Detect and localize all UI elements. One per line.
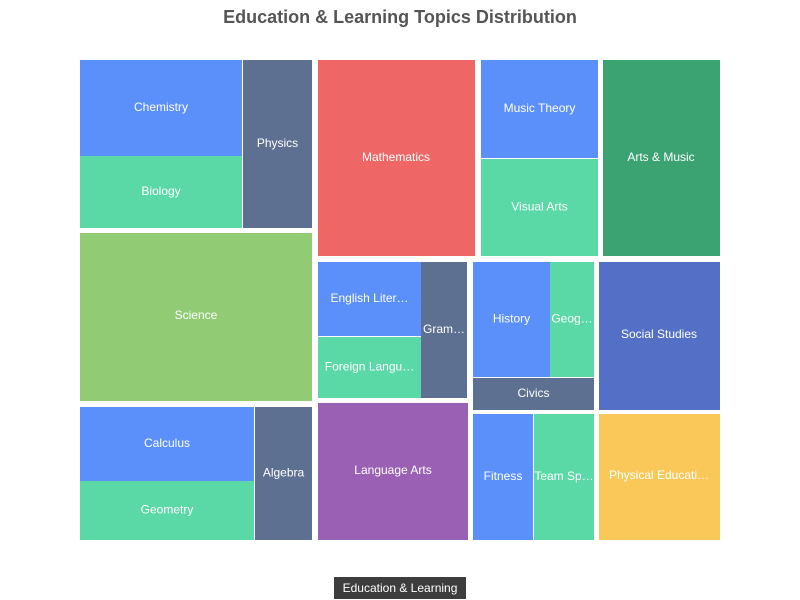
- group-label-physical-education: Physical Educati…: [609, 468, 709, 482]
- treemap-leaf[interactable]: [80, 481, 254, 540]
- treemap-group-mathematics[interactable]: [318, 60, 475, 256]
- treemap-leaf[interactable]: [421, 262, 467, 398]
- treemap-leaf[interactable]: [534, 414, 594, 540]
- chart-title: Education & Learning Topics Distribution: [223, 7, 577, 27]
- treemap-group-physical-education[interactable]: [599, 414, 720, 540]
- leaf-label: Chemistry: [134, 100, 188, 114]
- leaf-label: Foreign Langu…: [325, 360, 414, 374]
- treemap-leaf[interactable]: [255, 407, 312, 540]
- leaf-label: Civics: [518, 386, 550, 400]
- leaf-label: Geometry: [141, 503, 194, 517]
- group-label-science: Science: [175, 308, 218, 322]
- treemap-leaf[interactable]: [473, 414, 533, 540]
- treemap-group-science[interactable]: [80, 233, 312, 401]
- leaf-label: Geog…: [551, 312, 592, 326]
- leaf-label: Biology: [141, 184, 180, 198]
- group-label-language-arts: Language Arts: [354, 463, 431, 477]
- treemap-leaf[interactable]: [473, 378, 594, 410]
- leaf-label: Physics: [257, 136, 298, 150]
- leaf-label: Gram…: [423, 322, 465, 336]
- group-label-social-studies: Social Studies: [621, 327, 697, 341]
- treemap-group-social-studies[interactable]: [599, 262, 720, 410]
- treemap-leaf[interactable]: [473, 262, 550, 377]
- treemap-group-language-arts[interactable]: [318, 403, 468, 540]
- treemap-leaf[interactable]: [318, 262, 421, 336]
- treemap-leaf[interactable]: [80, 407, 254, 481]
- treemap-leaf[interactable]: [481, 60, 598, 158]
- treemap-leaf[interactable]: [550, 262, 594, 377]
- treemap-leaf[interactable]: [243, 60, 312, 228]
- leaf-label: Music Theory: [504, 101, 576, 115]
- group-label-arts-music: Arts & Music: [627, 150, 694, 164]
- leaf-label: Fitness: [484, 469, 523, 483]
- treemap-leaf[interactable]: [80, 60, 242, 156]
- treemap-leaf[interactable]: [80, 156, 242, 228]
- group-label-mathematics: Mathematics: [362, 150, 430, 164]
- treemap-leaf[interactable]: [481, 159, 598, 256]
- leaf-label: History: [493, 312, 530, 326]
- leaf-label: English Liter…: [330, 291, 408, 305]
- leaf-label: Team Sp…: [534, 469, 593, 483]
- breadcrumb-root[interactable]: Education & Learning: [334, 577, 466, 599]
- treemap-leaf[interactable]: [318, 337, 421, 398]
- leaf-label: Algebra: [263, 466, 305, 480]
- leaf-label: Calculus: [144, 436, 190, 450]
- leaf-label: Visual Arts: [511, 200, 567, 214]
- treemap-group-arts-music[interactable]: [603, 60, 720, 256]
